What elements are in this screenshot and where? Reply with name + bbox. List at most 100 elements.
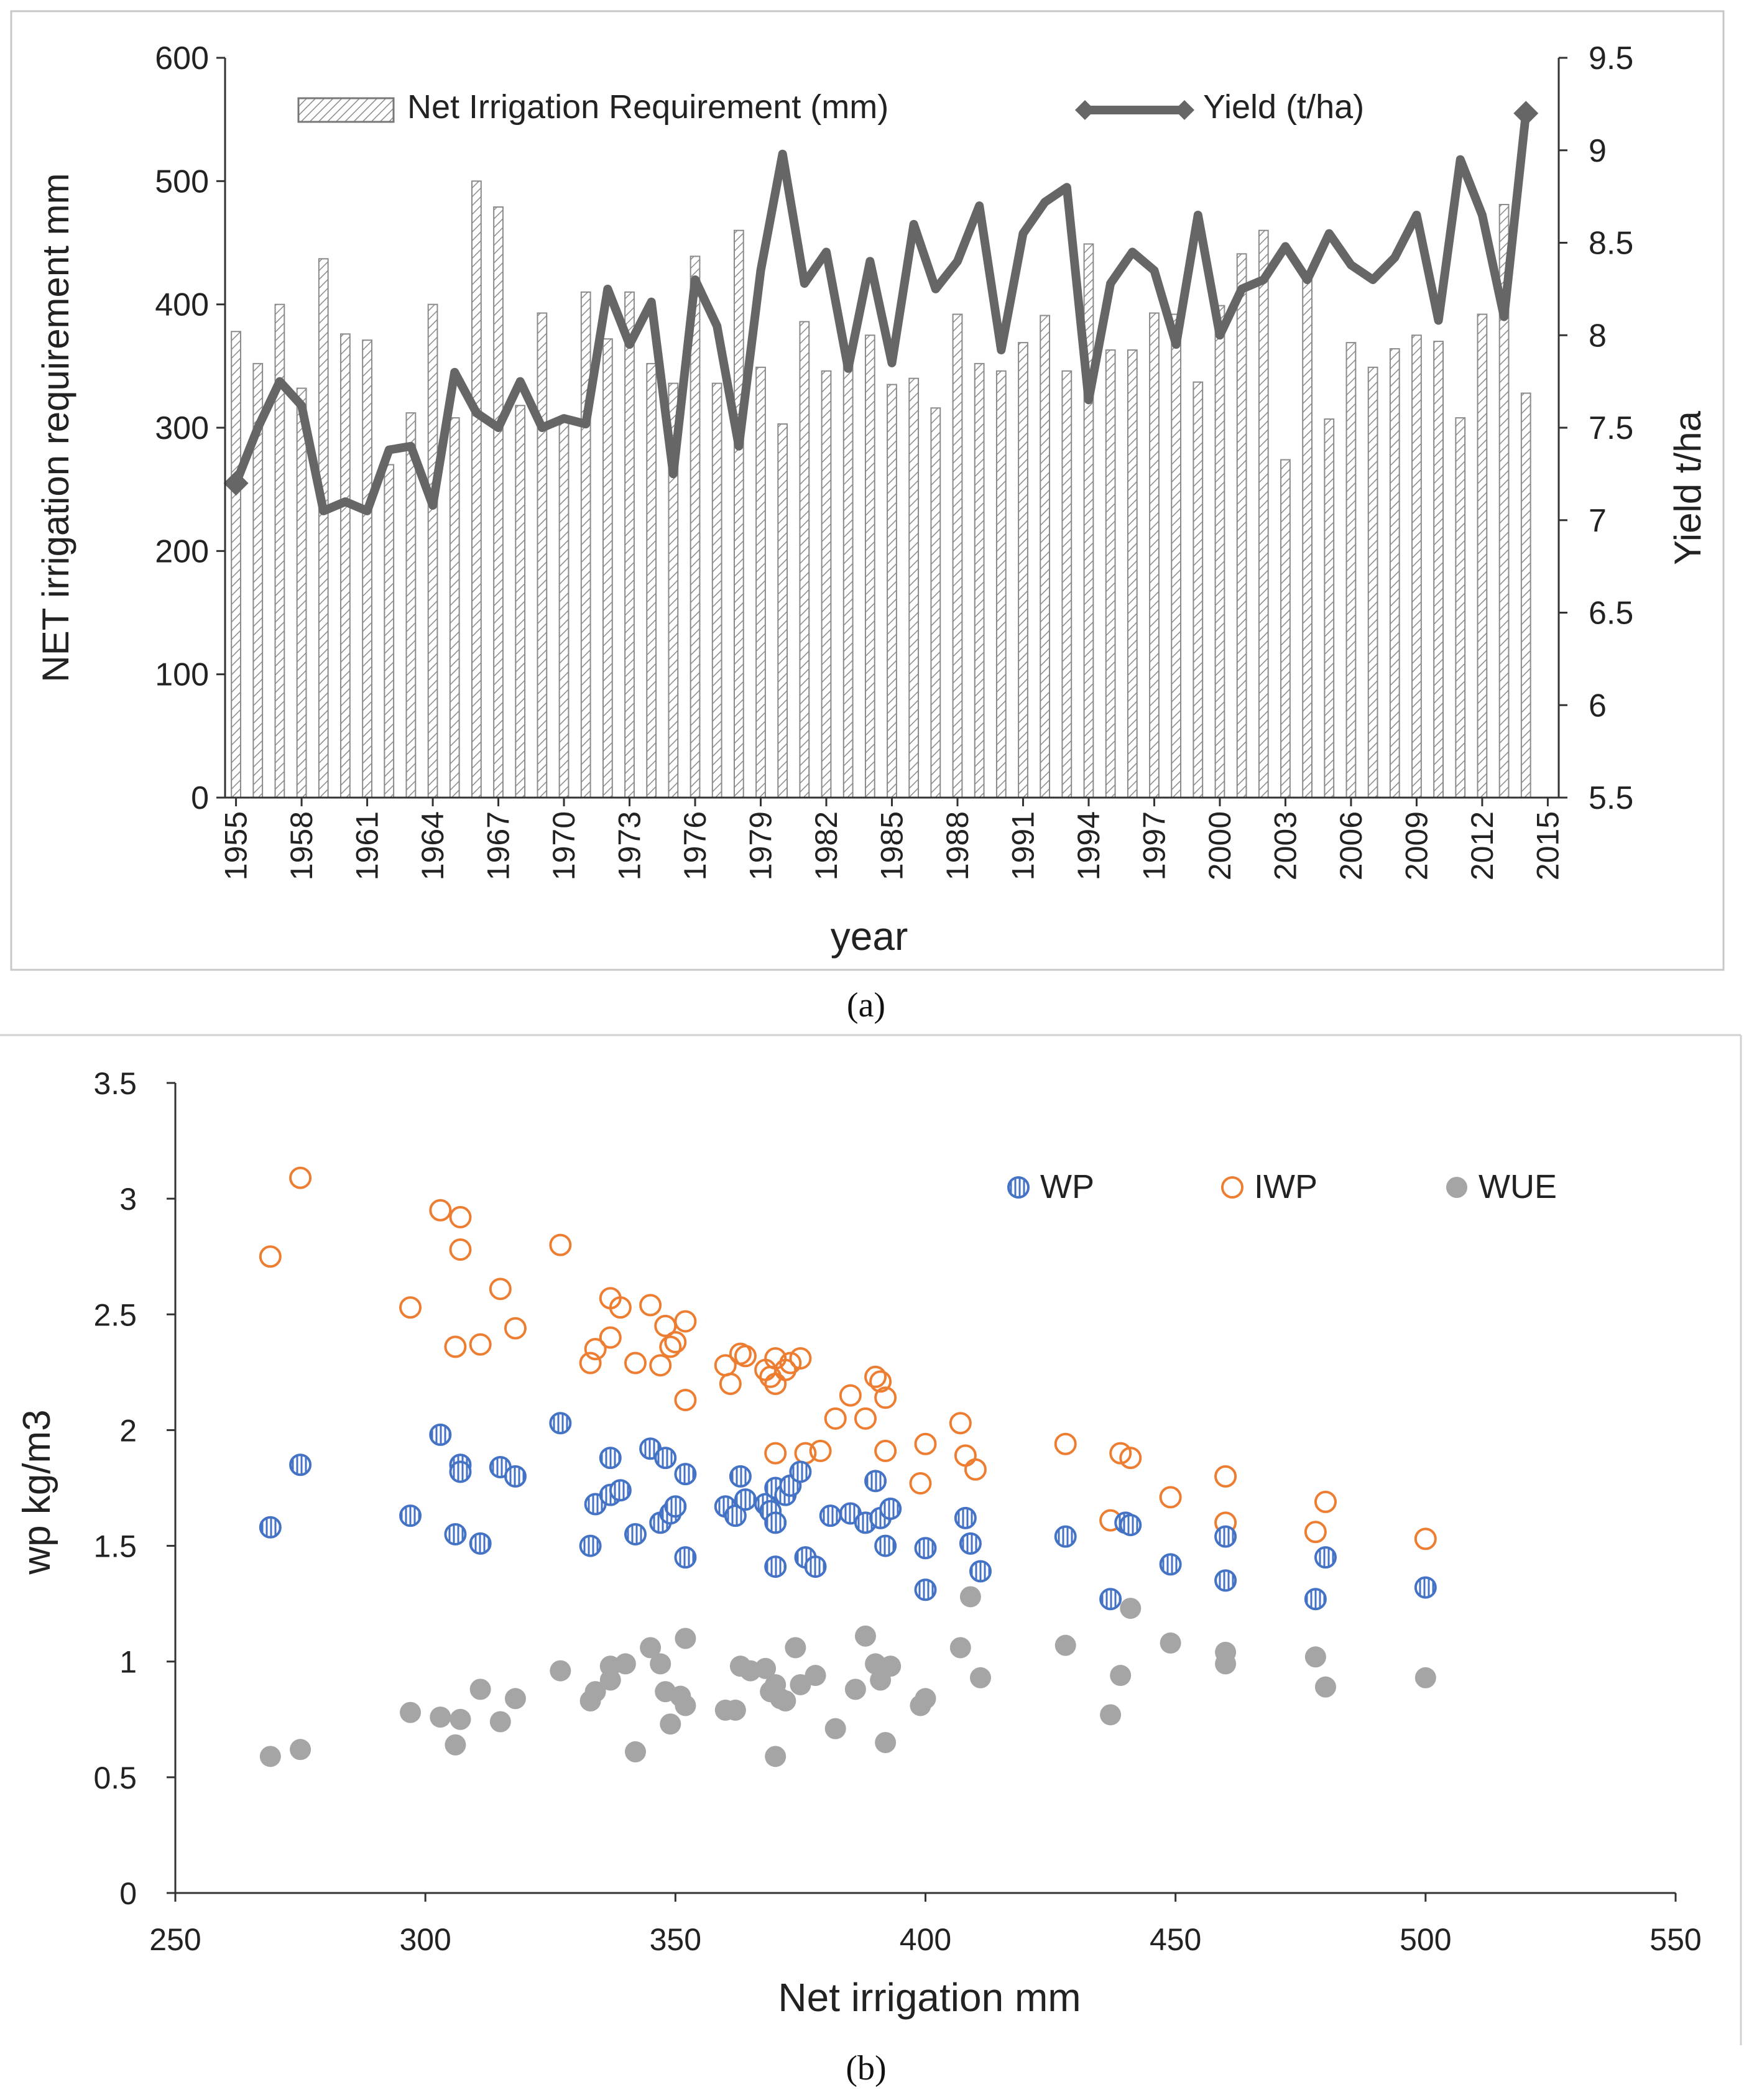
point-iwp — [429, 1199, 452, 1222]
bar-net-irrigation — [340, 333, 351, 798]
bar-net-irrigation — [558, 417, 570, 798]
y2-tick-label: 6 — [1589, 688, 1607, 724]
point-wp — [764, 1511, 787, 1534]
y-tick-label: 0 — [191, 780, 209, 816]
point-wp — [449, 1460, 472, 1483]
x-tick-label: 2012 — [1465, 811, 1500, 880]
x-tick-label: 400 — [900, 1922, 951, 1957]
point-wp — [674, 1546, 697, 1569]
point-wue — [959, 1586, 981, 1608]
point-wue — [1054, 1634, 1076, 1656]
point-wp — [599, 1447, 622, 1470]
point-iwp — [674, 1389, 697, 1412]
line-yield — [232, 113, 1531, 515]
x-tick-label: 2003 — [1268, 811, 1303, 880]
y-tick-label: 3.5 — [93, 1066, 137, 1101]
y2-tick-label: 9 — [1589, 133, 1607, 169]
point-wue — [915, 1688, 936, 1710]
y2-tick-label: 5.5 — [1589, 780, 1633, 816]
point-iwp — [599, 1326, 622, 1349]
bar-net-irrigation — [952, 313, 963, 798]
point-iwp — [874, 1439, 897, 1462]
bar-net-irrigation — [733, 229, 744, 798]
bar-net-irrigation — [1105, 349, 1116, 798]
bar-net-irrigation — [1520, 392, 1531, 798]
point-wp — [609, 1479, 632, 1502]
bar-net-irrigation — [427, 303, 438, 798]
point-wue — [660, 1713, 681, 1735]
chart-b-caption: (b) — [846, 2049, 886, 2088]
point-iwp — [719, 1372, 742, 1395]
point-wue — [875, 1732, 897, 1754]
chart-b-legend: WP IWP WUE — [1007, 1168, 1557, 1205]
bar-net-irrigation — [974, 362, 985, 798]
bar-net-irrigation — [842, 361, 854, 798]
bar-net-irrigation — [1280, 459, 1291, 798]
y-tick-label: 300 — [155, 410, 209, 446]
point-iwp — [259, 1245, 282, 1268]
x-tick-label: 1997 — [1137, 811, 1171, 880]
point-iwp — [659, 1335, 682, 1358]
bar-net-irrigation — [405, 412, 417, 798]
point-iwp — [1054, 1432, 1077, 1455]
point-wue — [290, 1739, 311, 1761]
bar-net-irrigation — [1345, 342, 1357, 798]
point-iwp — [1414, 1527, 1437, 1550]
y2-tick-label: 8 — [1589, 318, 1607, 354]
bar-net-irrigation — [1367, 366, 1378, 798]
chart-b-y-axis-title: wp kg/m3 — [16, 1409, 58, 1575]
bar-net-irrigation — [995, 370, 1007, 798]
x-tick-label: 550 — [1649, 1922, 1701, 1957]
point-iwp — [444, 1335, 467, 1358]
point-iwp — [964, 1458, 987, 1481]
point-wue — [824, 1718, 846, 1739]
point-wp — [729, 1465, 752, 1488]
y-tick-label: 3 — [119, 1182, 137, 1217]
legend-label-yield: Yield (t/ha) — [1203, 88, 1364, 126]
point-wp — [1214, 1569, 1237, 1592]
point-wp — [864, 1470, 887, 1493]
bar-net-irrigation — [471, 180, 482, 799]
point-wp — [469, 1532, 492, 1555]
y-tick-label: 500 — [155, 163, 209, 200]
bar-net-irrigation — [231, 331, 241, 798]
point-iwp — [639, 1294, 662, 1317]
bar-net-irrigation — [930, 407, 941, 798]
point-iwp — [549, 1233, 572, 1256]
point-iwp — [579, 1352, 602, 1375]
point-iwp — [949, 1412, 972, 1435]
point-wue — [844, 1679, 866, 1700]
point-iwp — [664, 1330, 687, 1353]
y-tick-label: 2.5 — [93, 1297, 137, 1332]
chart-a-y2-axis-title: Yield t/ha — [1667, 410, 1709, 565]
point-wp — [579, 1534, 602, 1557]
point-iwp — [649, 1354, 672, 1377]
y-tick-label: 600 — [155, 40, 209, 76]
x-tick-label: 1994 — [1071, 811, 1106, 880]
chart-a: 0 100 200 300 400 500 600 5.5 6 6.5 7 7.5 8 8.5 9 9.5 19… — [10, 10, 1725, 971]
point-wue — [1304, 1646, 1326, 1668]
y-tick-label: 1 — [119, 1645, 137, 1680]
point-wue — [785, 1637, 806, 1659]
point-wp — [674, 1463, 697, 1486]
bar-net-irrigation — [1061, 370, 1073, 798]
x-tick-label: 1970 — [547, 811, 581, 880]
point-iwp — [779, 1352, 802, 1375]
y2-tick-label: 9.5 — [1589, 40, 1633, 76]
x-tick-label: 300 — [399, 1922, 451, 1957]
legend-iwp-marker — [1221, 1176, 1243, 1199]
point-iwp — [1314, 1490, 1337, 1513]
point-iwp — [839, 1384, 862, 1407]
point-wp — [1099, 1588, 1122, 1611]
bar-net-irrigation — [1127, 349, 1138, 798]
x-tick-label: 1979 — [744, 811, 778, 880]
x-tick-label: 250 — [149, 1922, 201, 1957]
point-iwp — [1304, 1521, 1327, 1544]
y-tick-label: 0 — [119, 1876, 137, 1911]
point-iwp — [1109, 1442, 1132, 1465]
point-wp — [969, 1560, 992, 1583]
point-wp — [1119, 1514, 1142, 1537]
point-wp — [289, 1453, 312, 1476]
point-wp — [1214, 1525, 1237, 1548]
legend-label-wue: WUE — [1479, 1168, 1557, 1205]
